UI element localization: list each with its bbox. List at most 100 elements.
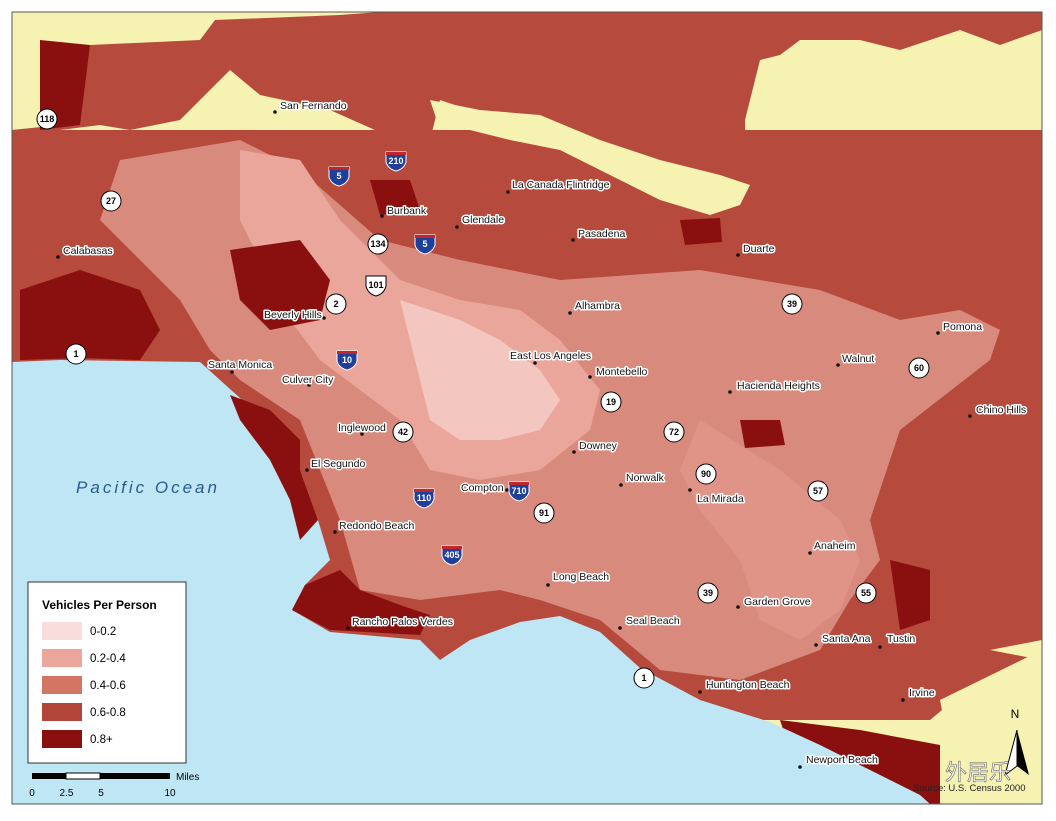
city-label: Culver City <box>282 374 334 386</box>
city-dot <box>968 414 972 418</box>
legend-swatch <box>42 730 82 748</box>
city-dot <box>618 626 622 630</box>
state-route-shield <box>367 233 389 255</box>
legend-label: 0.6-0.8 <box>90 707 126 719</box>
city-dot <box>360 432 364 436</box>
mountain-area <box>430 100 750 215</box>
highway-label: 2 <box>333 299 338 309</box>
north-arrow: N <box>1004 707 1029 777</box>
city-dot <box>878 645 882 649</box>
scale-ticks: 0 2.5 5 10 <box>29 788 176 799</box>
state-route-shield <box>855 582 877 604</box>
city-dot <box>506 190 510 194</box>
city-label: Inglewood <box>338 422 386 434</box>
highway-label: 1 <box>73 349 78 359</box>
city-label: Long Beach <box>553 571 609 583</box>
city-label: Santa Ana <box>822 633 871 645</box>
dark-area <box>890 560 930 630</box>
state-route-shield <box>600 391 622 413</box>
city-dot <box>572 450 576 454</box>
city-dot <box>814 643 818 647</box>
lightest-area <box>400 300 560 440</box>
city-label: Burbank <box>387 205 427 217</box>
interstate-shield <box>328 166 350 187</box>
city-label: Montebello <box>596 366 648 378</box>
city-label: Pasadena <box>578 228 625 240</box>
city-label: Seal Beach <box>626 615 680 627</box>
watermark: 外居乐 <box>945 760 1011 785</box>
city-dot <box>728 390 732 394</box>
city-label: La Canada Flintridge <box>512 179 610 191</box>
city-label: Pomona <box>943 321 982 333</box>
scale-tick-label: 5 <box>98 788 104 799</box>
city-label: Glendale <box>462 214 504 226</box>
interstate-band <box>442 546 462 549</box>
city-label: Chino Hills <box>976 404 1026 416</box>
highway-label: 57 <box>813 486 823 496</box>
county-area <box>12 12 1042 720</box>
city-dot <box>808 551 812 555</box>
city-label: Walnut <box>842 353 874 365</box>
dark-area <box>370 180 420 215</box>
highway-label: 39 <box>787 299 797 309</box>
north-arrow-right <box>1017 730 1029 775</box>
city-dot <box>901 698 905 702</box>
highway-label: 10 <box>342 355 352 365</box>
highway-label: 91 <box>539 508 549 518</box>
legend-title: Vehicles Per Person <box>42 598 157 612</box>
interstate-shield <box>336 350 358 371</box>
north-label: N <box>1011 707 1020 721</box>
legend-swatch <box>42 649 82 667</box>
state-route-shield <box>908 357 930 379</box>
city-dot <box>546 583 550 587</box>
city-label: East Los Angeles <box>510 350 591 362</box>
city-label: Rancho Palos Verdes <box>352 616 453 628</box>
highway-label: 90 <box>701 469 711 479</box>
coast-dark <box>230 395 318 540</box>
dark-area <box>680 218 722 245</box>
state-route-shield <box>65 343 87 365</box>
highway-label: 134 <box>370 239 385 249</box>
city-label: Beverly Hills <box>264 309 322 321</box>
highway-label: 27 <box>106 196 116 206</box>
highway-label: 19 <box>606 397 616 407</box>
city-dot <box>455 225 459 229</box>
city-dot <box>322 316 326 320</box>
light-area <box>680 420 860 640</box>
city-dot <box>571 238 575 242</box>
highway-layer: 1182715210513410121042110405710911972905… <box>36 108 930 689</box>
city-label: Huntington Beach <box>706 679 790 691</box>
dark-area <box>20 270 160 360</box>
interstate-shield <box>441 545 463 566</box>
city-label: Calabasas <box>63 245 113 257</box>
highway-label: 1 <box>641 673 646 683</box>
scale-segment <box>100 773 170 779</box>
scale-unit: Miles <box>176 772 199 783</box>
city-label: Norwalk <box>626 472 665 484</box>
highway-label: 405 <box>444 550 459 560</box>
city-dot <box>307 383 311 387</box>
city-label: La Mirada <box>697 493 744 505</box>
highway-label: 101 <box>368 280 383 290</box>
city-dot <box>533 361 537 365</box>
city-label: Tustin <box>887 633 915 645</box>
city-label: Redondo Beach <box>339 520 414 532</box>
legend-label: 0.4-0.6 <box>90 680 126 692</box>
highway-label: 5 <box>336 171 341 181</box>
legend-swatch <box>42 703 82 721</box>
city-label: Anaheim <box>814 540 856 552</box>
city-label: San Fernando <box>280 100 347 112</box>
city-dot <box>936 331 940 335</box>
city-label: Downey <box>579 440 618 452</box>
scale-tick-label: 2.5 <box>60 788 74 799</box>
coast-dark <box>292 570 430 635</box>
highway-label: 110 <box>417 493 432 503</box>
city-label: Irvine <box>909 687 935 699</box>
city-dot <box>333 530 337 534</box>
city-dot <box>836 363 840 367</box>
interstate-shield <box>385 151 407 172</box>
interstate-band <box>415 235 435 238</box>
state-route-shield <box>36 108 58 130</box>
ocean <box>12 360 930 804</box>
interstate-shield <box>413 488 435 509</box>
